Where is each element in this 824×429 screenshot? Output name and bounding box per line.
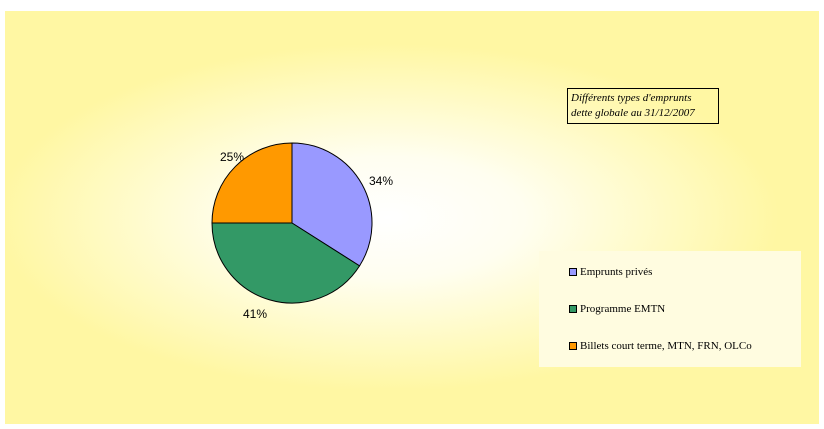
legend-swatch — [569, 268, 577, 276]
legend-item-emprunts-prives: Emprunts privés — [569, 266, 652, 278]
chart-title-box: Différents types d'emprunts dette global… — [567, 88, 719, 124]
legend-item-programme-emtn: Programme EMTN — [569, 303, 665, 315]
legend: Emprunts privés Programme EMTN Billets c… — [539, 251, 801, 367]
pie-chart — [211, 142, 373, 304]
slice-label-emprunts-prives: 34% — [369, 174, 394, 188]
pie-slice-2 — [211, 142, 293, 224]
chart-subtitle: dette globale au 31/12/2007 — [571, 107, 695, 119]
slice-label-billets-court-terme: 25% — [220, 150, 245, 164]
slice-label-programme-emtn: 41% — [243, 307, 268, 321]
legend-label: Emprunts privés — [580, 266, 653, 278]
legend-swatch — [569, 342, 577, 350]
legend-label: Billets court terme, MTN, FRN, OLCo — [580, 340, 752, 352]
legend-item-billets-court-terme: Billets court terme, MTN, FRN, OLCo — [569, 340, 752, 352]
chart-title: Différents types d'emprunts — [571, 92, 692, 104]
legend-label: Programme EMTN — [580, 303, 666, 315]
legend-swatch — [569, 305, 577, 313]
chart-area: 34% 41% 25% Différents types d'emprunts … — [5, 11, 819, 424]
pie-slice-1 — [211, 222, 361, 304]
